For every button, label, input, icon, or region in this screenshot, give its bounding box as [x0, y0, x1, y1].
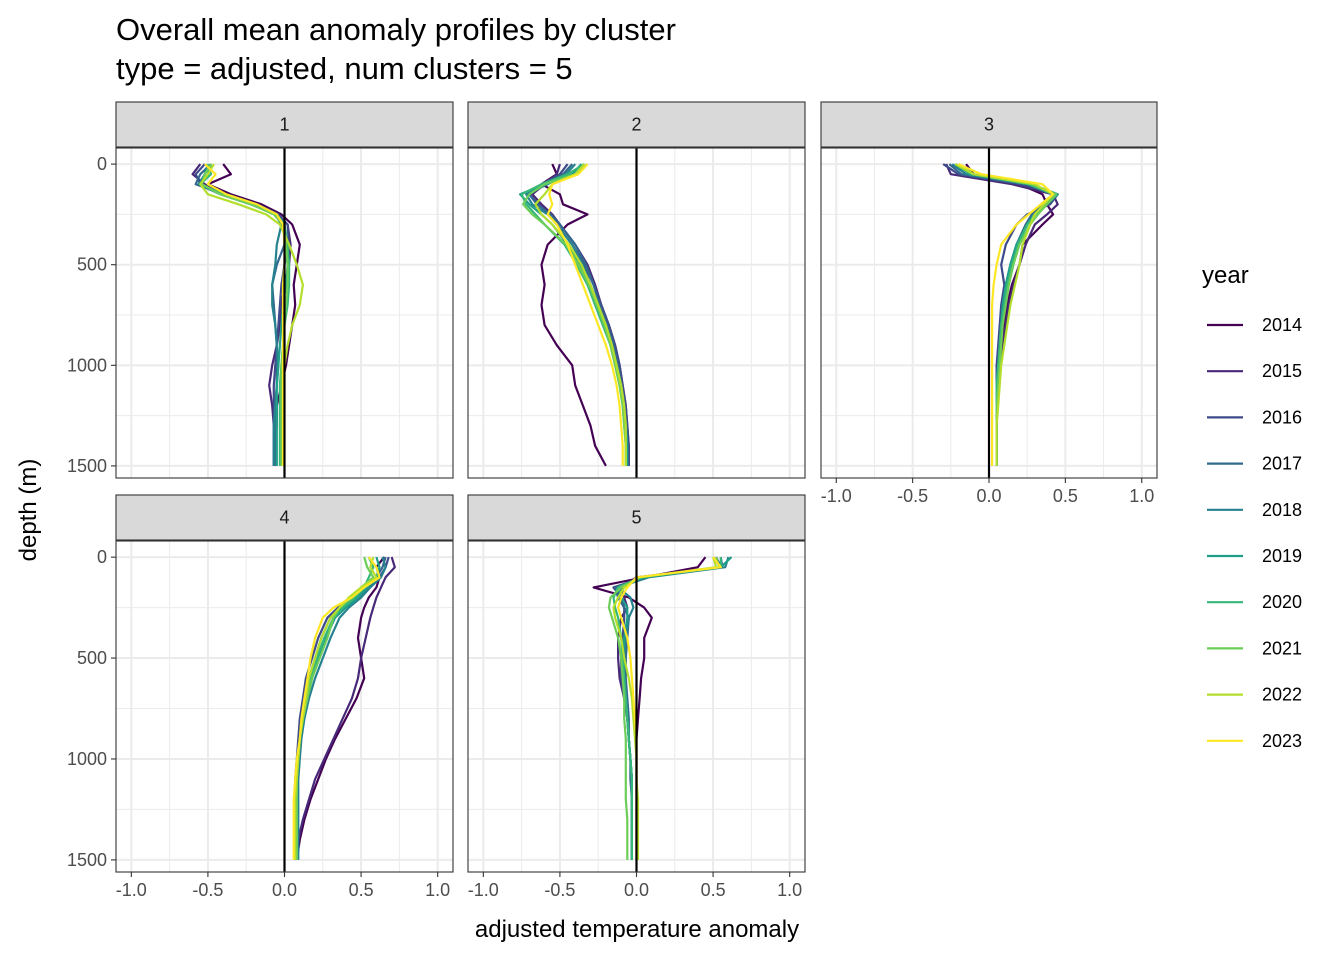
series-line-2015: [294, 556, 396, 861]
legend-label: 2017: [1262, 454, 1302, 474]
legend-label: 2023: [1262, 731, 1302, 751]
x-tick-label: 1.0: [777, 880, 802, 900]
y-tick-label: 1000: [67, 749, 107, 769]
series-line-2021: [200, 163, 289, 466]
y-tick-label: 500: [77, 255, 107, 275]
x-tick-label: -0.5: [897, 486, 928, 506]
x-tick-label: -1.0: [116, 880, 147, 900]
x-tick-label: -1.0: [821, 486, 852, 506]
facet-panel-2: 2: [467, 101, 806, 479]
legend-item-2021: 2021: [1207, 638, 1302, 658]
legend-label: 2019: [1262, 546, 1302, 566]
legend-item-2016: 2016: [1207, 407, 1302, 427]
legend-label: 2021: [1262, 638, 1302, 658]
legend-item-2022: 2022: [1207, 685, 1302, 705]
series-line-2020: [612, 557, 722, 860]
x-tick-label: 1.0: [425, 880, 450, 900]
x-tick-label: -1.0: [468, 880, 499, 900]
legend-label: 2016: [1262, 407, 1302, 427]
x-axis-title: adjusted temperature anomaly: [475, 916, 799, 943]
series-line-2022: [612, 556, 718, 860]
legend-item-2017: 2017: [1207, 454, 1302, 474]
series-line-2021: [607, 556, 721, 860]
panel-border: [467, 147, 806, 479]
facet-strip: [467, 101, 806, 148]
y-tick-label: 1000: [67, 355, 107, 375]
legend-label: 2020: [1262, 592, 1302, 612]
series-line-2023: [204, 163, 286, 466]
chart-subtitle: type = adjusted, num clusters = 5: [116, 51, 573, 86]
x-tick-label: 0.5: [349, 880, 374, 900]
legend-item-2020: 2020: [1207, 592, 1302, 612]
legend-item-2015: 2015: [1207, 361, 1302, 381]
facet-strip: [115, 101, 454, 148]
y-tick-label: 0: [97, 547, 107, 567]
series-line-2014: [540, 163, 607, 467]
x-tick-label: 0.0: [976, 486, 1001, 506]
facet-strip-label: 1: [279, 115, 289, 135]
facet-strip: [820, 101, 1158, 148]
x-tick-label: 0.5: [701, 880, 726, 900]
legend-item-2023: 2023: [1207, 731, 1302, 751]
y-tick-label: 500: [77, 648, 107, 668]
series-line-2023: [292, 556, 381, 860]
panel-border: [115, 147, 454, 479]
y-tick-label: 0: [97, 154, 107, 174]
x-tick-label: 1.0: [1129, 486, 1154, 506]
legend-label: 2014: [1262, 315, 1302, 335]
facet-strip: [467, 494, 806, 541]
facet-strip-label: 2: [631, 115, 641, 135]
x-tick-label: 0.5: [1053, 486, 1078, 506]
y-tick-label: 1500: [67, 850, 107, 870]
series-line-2021: [521, 163, 627, 466]
series-line-2022: [294, 556, 378, 860]
series-line-2022: [534, 163, 627, 466]
x-tick-label: -0.5: [192, 880, 223, 900]
facet-strip: [115, 494, 454, 541]
facet-panel-3: 3 -1.0 -0.5 0.0 0.5 1.0: [820, 101, 1158, 506]
series-line-2023: [546, 163, 624, 466]
legend-title: year: [1202, 262, 1249, 289]
series-line-2014: [295, 556, 385, 861]
legend: year 2014 2015 2016 2017 2018 2019 2020 2021 202…: [1202, 262, 1302, 751]
facet-panel-4: 4 0 500 1000 1500 -1.0 -0.5 0.0 0.5 1.0: [67, 494, 454, 900]
x-tick-label: -0.5: [544, 880, 575, 900]
y-axis-title: depth (m): [15, 459, 42, 562]
facet-panel-5: 5 -1.0 -0.5 0.0 0.5 1.0: [467, 494, 806, 900]
series-line-2018: [297, 556, 387, 860]
series-line-2023: [958, 163, 1055, 466]
x-tick-label: 0.0: [624, 880, 649, 900]
legend-label: 2018: [1262, 500, 1302, 520]
legend-item-2014: 2014: [1207, 315, 1302, 335]
legend-item-2018: 2018: [1207, 500, 1302, 520]
y-tick-label: 1500: [67, 456, 107, 476]
chart-title: Overall mean anomaly profiles by cluster: [116, 12, 676, 47]
legend-label: 2022: [1262, 685, 1302, 705]
legend-item-2019: 2019: [1207, 546, 1302, 566]
legend-label: 2015: [1262, 361, 1302, 381]
x-tick-label: 0.0: [272, 880, 297, 900]
facet-strip-label: 5: [631, 508, 641, 528]
facet-strip-label: 4: [279, 508, 289, 528]
facet-panels: 1 0 500 1000 1500 2 3 -1.0 -0.5 0.0 0.5 1.0 4 0 500 100…: [67, 101, 1158, 900]
facet-panel-1: 1 0 500 1000 1500: [67, 101, 454, 479]
series-line-2021: [957, 163, 1058, 466]
facet-strip-label: 3: [984, 115, 994, 135]
